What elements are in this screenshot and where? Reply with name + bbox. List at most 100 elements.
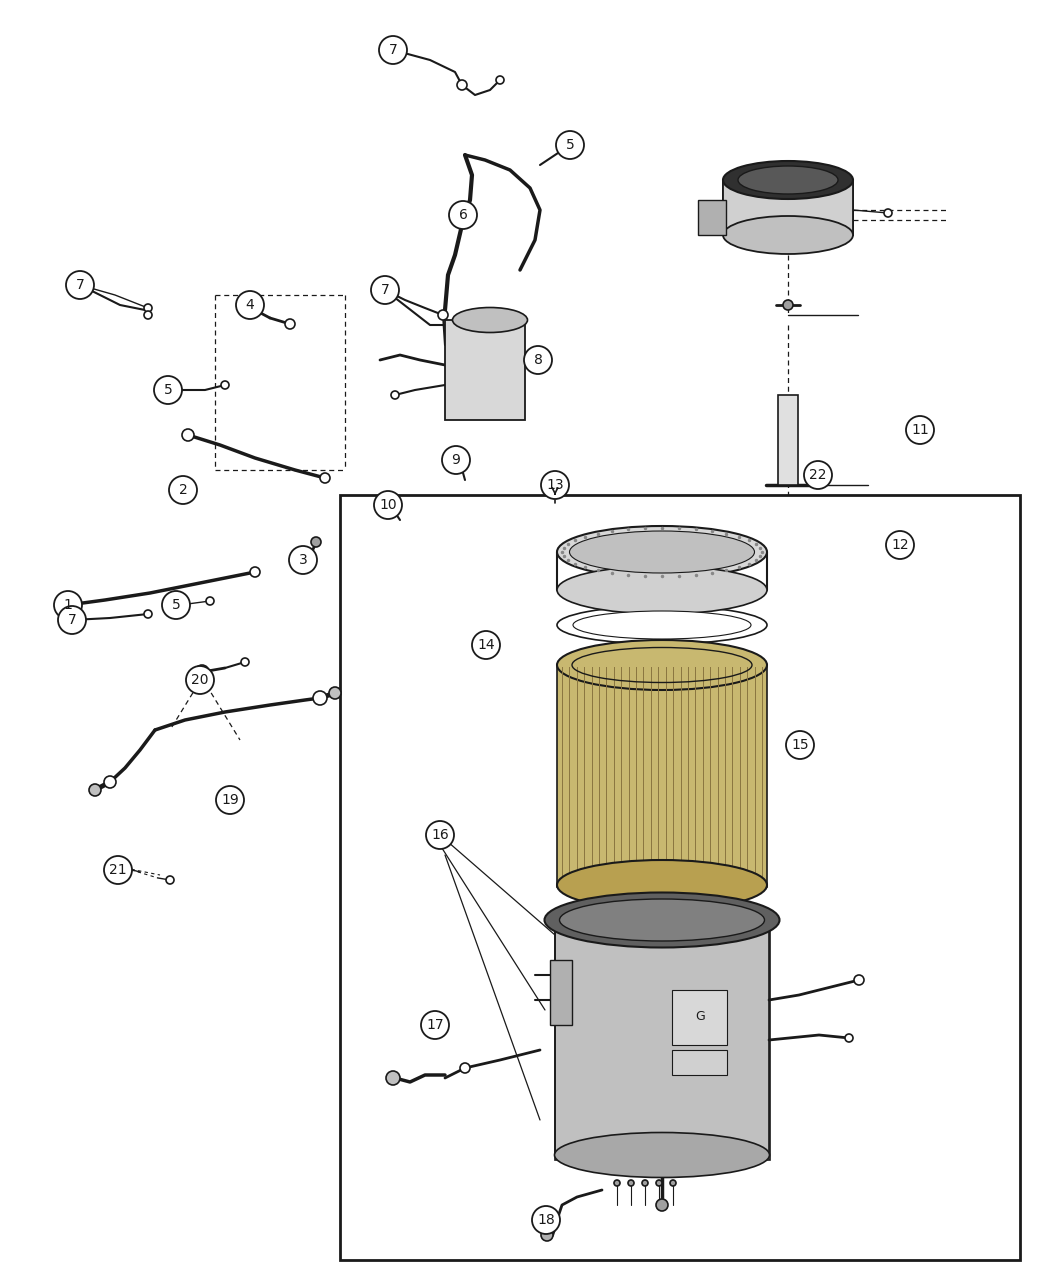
Circle shape — [144, 303, 152, 312]
Text: 4: 4 — [246, 298, 254, 312]
Circle shape — [289, 546, 317, 574]
Text: 5: 5 — [171, 598, 181, 612]
Bar — [698, 200, 726, 235]
Bar — [672, 989, 727, 1046]
Circle shape — [454, 456, 466, 468]
Text: 15: 15 — [792, 738, 809, 752]
Text: 1: 1 — [64, 598, 72, 612]
Circle shape — [166, 876, 174, 884]
Circle shape — [250, 567, 260, 578]
Circle shape — [449, 201, 477, 229]
Ellipse shape — [545, 892, 779, 947]
Text: 20: 20 — [191, 673, 209, 687]
Circle shape — [175, 601, 185, 609]
Ellipse shape — [556, 606, 766, 644]
Text: 22: 22 — [810, 468, 826, 482]
Bar — [555, 924, 770, 1160]
Circle shape — [285, 319, 295, 329]
Text: 11: 11 — [911, 423, 929, 437]
Circle shape — [236, 291, 264, 319]
Text: 16: 16 — [432, 827, 449, 842]
Text: 17: 17 — [426, 1017, 444, 1031]
Circle shape — [556, 131, 584, 159]
Circle shape — [524, 346, 552, 374]
Circle shape — [301, 553, 315, 567]
Text: 13: 13 — [546, 478, 564, 492]
Ellipse shape — [723, 161, 853, 199]
Circle shape — [386, 1071, 400, 1085]
Circle shape — [845, 1034, 853, 1042]
Text: 12: 12 — [891, 538, 909, 552]
Circle shape — [379, 36, 407, 64]
Circle shape — [242, 658, 249, 666]
Circle shape — [120, 863, 130, 873]
Bar — [672, 1051, 727, 1075]
Text: 18: 18 — [538, 1213, 554, 1227]
Text: 5: 5 — [566, 138, 574, 152]
Text: 19: 19 — [222, 793, 239, 807]
Circle shape — [656, 1179, 662, 1186]
Circle shape — [541, 470, 569, 499]
Circle shape — [162, 592, 190, 618]
Circle shape — [371, 275, 399, 303]
Circle shape — [614, 1179, 620, 1186]
Circle shape — [168, 385, 178, 395]
Text: 14: 14 — [477, 638, 495, 652]
Circle shape — [670, 1179, 676, 1186]
Circle shape — [58, 606, 86, 634]
Circle shape — [442, 446, 470, 474]
Text: 9: 9 — [452, 453, 461, 467]
Circle shape — [804, 462, 832, 490]
Circle shape — [251, 306, 259, 314]
Circle shape — [906, 416, 934, 444]
Circle shape — [54, 592, 82, 618]
Ellipse shape — [738, 166, 838, 194]
Text: 10: 10 — [379, 499, 397, 513]
Text: 7: 7 — [67, 613, 77, 627]
Circle shape — [66, 272, 94, 300]
Ellipse shape — [554, 1132, 770, 1178]
Circle shape — [391, 391, 399, 399]
Circle shape — [786, 731, 814, 759]
Circle shape — [62, 599, 74, 611]
Circle shape — [628, 1179, 634, 1186]
Circle shape — [186, 666, 214, 694]
Text: 5: 5 — [164, 382, 172, 397]
Circle shape — [564, 139, 576, 150]
Text: 7: 7 — [76, 278, 84, 292]
Bar — [340, 495, 1020, 1260]
Bar — [556, 667, 766, 887]
Circle shape — [460, 1063, 470, 1074]
Circle shape — [329, 687, 341, 699]
Circle shape — [854, 975, 864, 986]
Text: 3: 3 — [298, 553, 308, 567]
Bar — [445, 320, 525, 419]
Circle shape — [104, 856, 132, 884]
Circle shape — [381, 286, 388, 295]
Ellipse shape — [560, 899, 764, 941]
Circle shape — [195, 666, 209, 680]
Circle shape — [783, 300, 793, 310]
Bar — [723, 180, 853, 235]
Circle shape — [220, 381, 229, 389]
Circle shape — [182, 428, 194, 441]
Ellipse shape — [723, 215, 853, 254]
Text: 8: 8 — [533, 353, 543, 367]
Text: 7: 7 — [380, 283, 390, 297]
Circle shape — [884, 209, 892, 217]
Text: G: G — [695, 1011, 705, 1024]
Circle shape — [457, 80, 467, 91]
Circle shape — [496, 76, 504, 84]
Circle shape — [320, 473, 330, 483]
Ellipse shape — [556, 640, 766, 690]
Circle shape — [374, 491, 402, 519]
Text: 21: 21 — [109, 863, 127, 877]
Ellipse shape — [573, 611, 751, 639]
Circle shape — [206, 597, 214, 606]
Circle shape — [154, 376, 182, 404]
Circle shape — [472, 631, 500, 659]
Circle shape — [541, 1229, 553, 1241]
Circle shape — [438, 310, 448, 320]
Circle shape — [89, 784, 101, 796]
Circle shape — [532, 1206, 560, 1234]
